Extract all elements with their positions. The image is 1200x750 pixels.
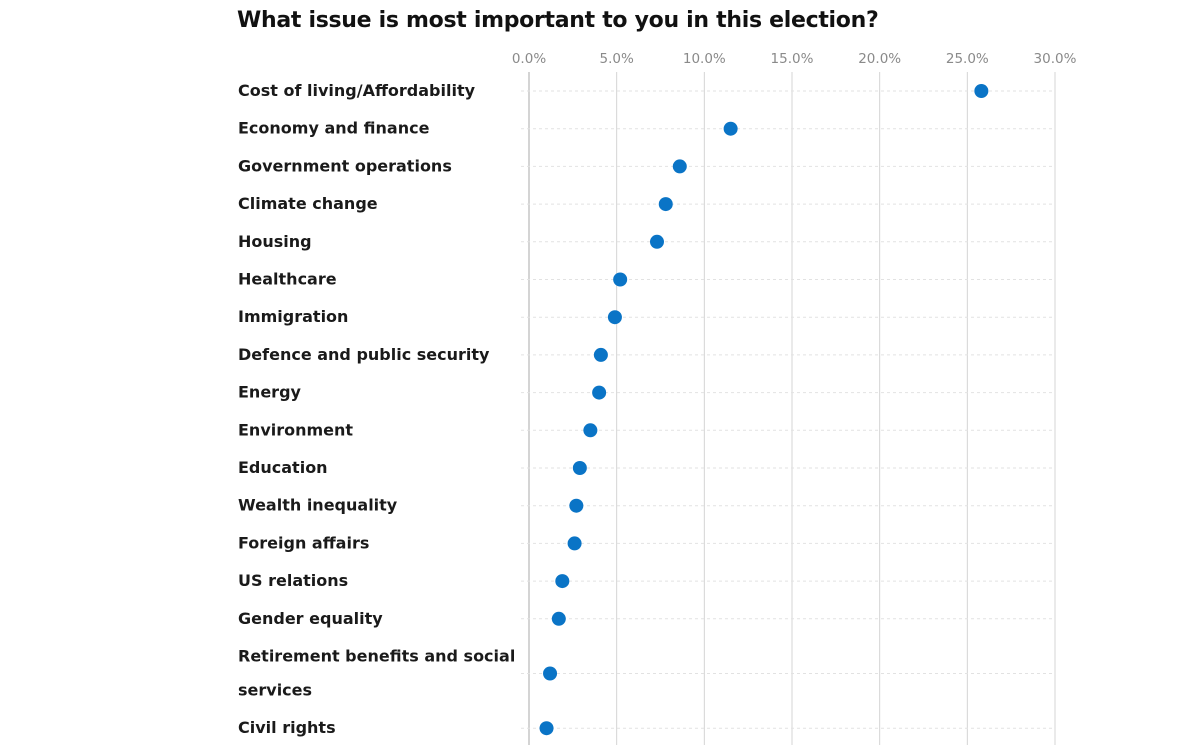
- category-label: Retirement benefits and social services: [238, 647, 515, 700]
- x-tick-label: 15.0%: [771, 51, 814, 67]
- data-point: [572, 461, 587, 475]
- x-tick-label: 10.0%: [683, 51, 726, 67]
- chart-title: What issue is most important to you in t…: [237, 8, 879, 33]
- data-point: [607, 310, 622, 325]
- data-point: [555, 574, 570, 589]
- data-point: [543, 666, 558, 681]
- category-label: Defence and public security: [238, 345, 490, 364]
- x-tick-label: 25.0%: [946, 51, 989, 67]
- x-axis-ticks: 0.0% 5.0% 10.0% 15.0% 20.0% 25.0% 30.0%: [512, 51, 1077, 67]
- data-point: [593, 347, 608, 362]
- data-point: [567, 536, 582, 551]
- category-label: US relations: [238, 571, 348, 590]
- x-tick-label: 5.0%: [600, 51, 634, 67]
- data-point: [569, 498, 584, 513]
- category-label: Civil rights: [238, 718, 336, 737]
- category-label: Healthcare: [238, 270, 337, 289]
- data-point: [723, 121, 738, 136]
- category-label: Education: [238, 458, 328, 477]
- data-points: [539, 84, 989, 736]
- x-tick-label: 30.0%: [1034, 51, 1077, 67]
- data-point: [658, 197, 673, 212]
- data-point: [672, 159, 687, 174]
- data-point: [583, 423, 598, 438]
- data-point: [539, 721, 554, 736]
- x-tick-label: 20.0%: [858, 51, 901, 67]
- data-point: [613, 272, 628, 287]
- data-point: [974, 84, 989, 98]
- x-tick-label: 0.0%: [512, 51, 546, 67]
- data-point: [551, 611, 566, 626]
- category-label: Climate change: [238, 194, 378, 213]
- category-label: Energy: [238, 383, 302, 402]
- category-label: Wealth inequality: [238, 496, 398, 515]
- data-point: [649, 234, 664, 249]
- category-label: Economy and finance: [238, 119, 430, 138]
- grid-layer: [521, 72, 1056, 745]
- category-label: Housing: [238, 232, 312, 251]
- category-label: Immigration: [238, 307, 348, 326]
- category-label: Environment: [238, 420, 353, 439]
- data-point: [592, 385, 607, 400]
- category-label: Foreign affairs: [238, 533, 369, 552]
- category-labels: Cost of living/Affordability Economy and …: [238, 81, 515, 737]
- category-label: Cost of living/Affordability: [238, 81, 476, 100]
- category-label: Gender equality: [238, 609, 383, 628]
- category-label: Government operations: [238, 156, 452, 175]
